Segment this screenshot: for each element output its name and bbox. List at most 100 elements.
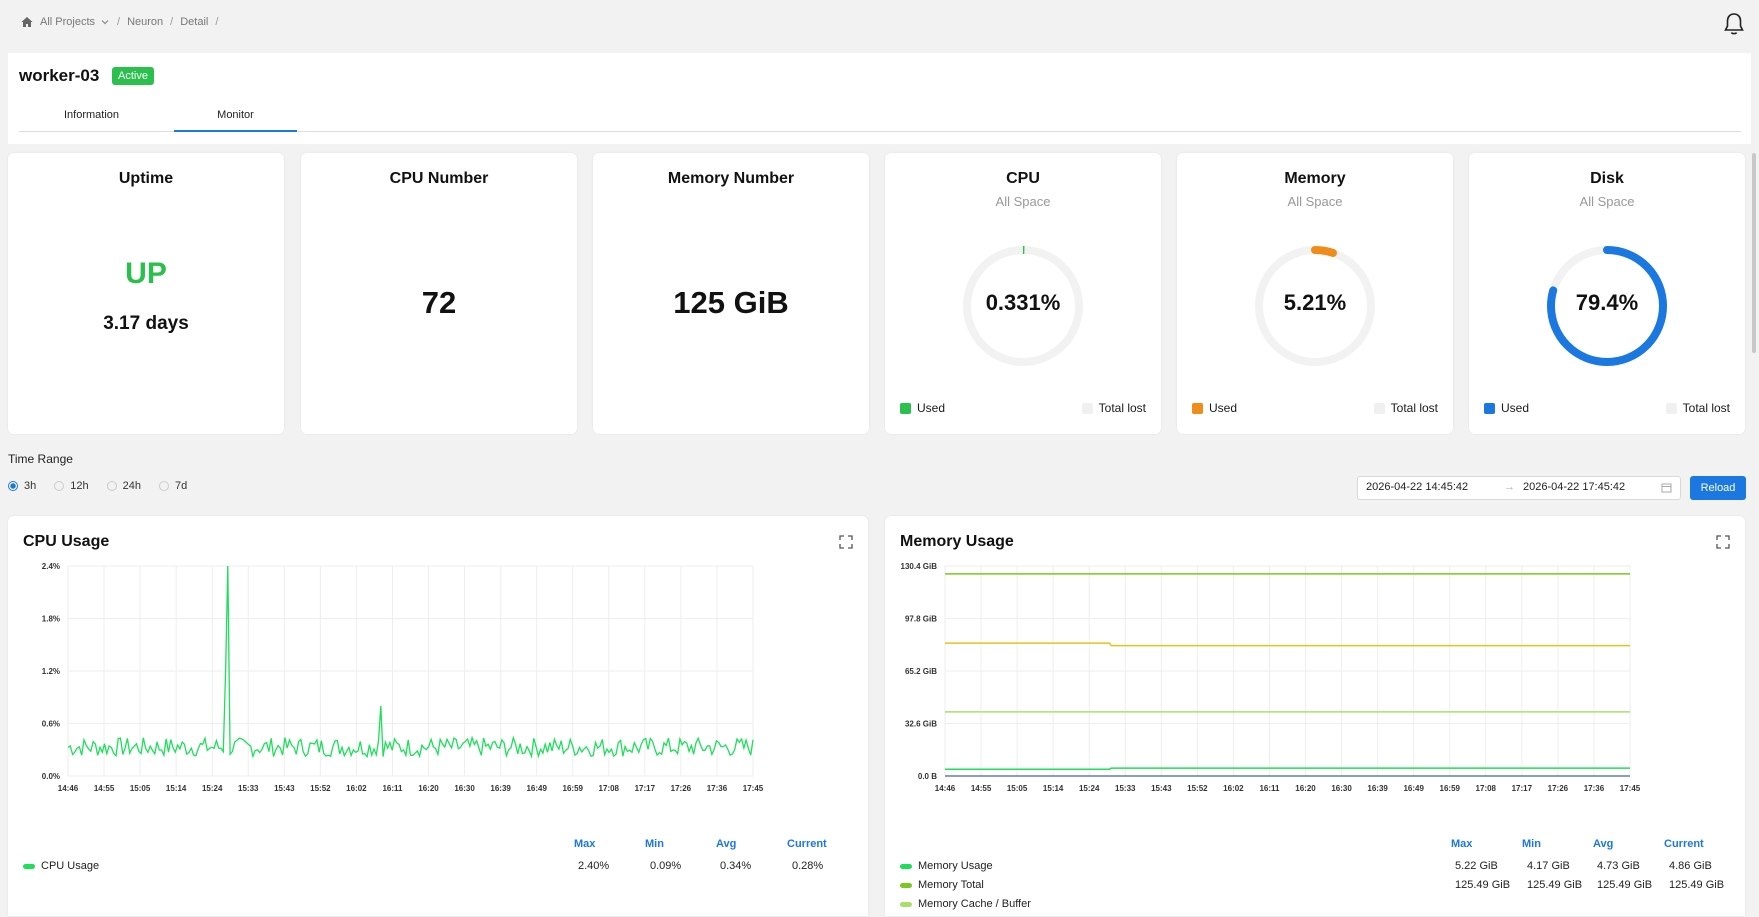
series-name: Memory Usage bbox=[918, 860, 993, 872]
mem-usage-min: 4.17 GiB bbox=[1527, 860, 1570, 872]
range-end[interactable]: 2026-04-22 17:45:42 bbox=[1523, 481, 1626, 493]
col-min: Min bbox=[645, 838, 664, 850]
col-current: Current bbox=[787, 838, 827, 850]
disk-gauge bbox=[1547, 246, 1667, 366]
disk-gauge-title: Disk bbox=[1590, 170, 1624, 187]
range-start[interactable]: 2026-04-22 14:45:42 bbox=[1366, 481, 1469, 493]
home-icon[interactable] bbox=[20, 15, 34, 29]
radio-3h[interactable]: 3h bbox=[8, 480, 36, 492]
cpu-min: 0.09% bbox=[650, 860, 682, 872]
tab-bar: Information Monitor bbox=[19, 105, 1741, 132]
expand-icon[interactable] bbox=[839, 535, 853, 549]
breadcrumb-neuron[interactable]: Neuron bbox=[127, 16, 164, 28]
x-tick-label: 14:55 bbox=[971, 784, 992, 793]
y-tick-label: 1.2% bbox=[42, 667, 60, 676]
uptime-card: Uptime UP 3.17 days bbox=[8, 153, 284, 434]
radio-circle bbox=[54, 481, 65, 491]
uptime-value: 3.17 days bbox=[103, 313, 189, 334]
legend-used[interactable]: Used bbox=[1192, 401, 1237, 415]
legend-total-label: Total lost bbox=[1682, 401, 1730, 415]
gauge-arc bbox=[963, 246, 1083, 366]
cpu-number-card: CPU Number 72 bbox=[301, 153, 577, 434]
breadcrumb-all-projects[interactable]: All Projects bbox=[40, 16, 96, 28]
total-lost-swatch bbox=[1665, 402, 1677, 414]
legend-used-label: Used bbox=[917, 401, 946, 415]
x-tick-label: 15:14 bbox=[166, 784, 187, 793]
series-memory-usage[interactable]: Memory Usage bbox=[900, 860, 993, 872]
memory-gauge-subtitle: All Space bbox=[1287, 194, 1343, 209]
col-max: Max bbox=[574, 838, 596, 850]
y-tick-label: 1.8% bbox=[42, 615, 60, 624]
tab-information[interactable]: Information bbox=[63, 109, 120, 121]
x-tick-label: 15:24 bbox=[1079, 784, 1100, 793]
legend-used-label: Used bbox=[1209, 401, 1238, 415]
y-tick-label: 32.6 GiB bbox=[905, 720, 937, 729]
x-tick-label: 16:11 bbox=[1259, 784, 1280, 793]
uptime-title: Uptime bbox=[118, 170, 174, 187]
expand-icon[interactable] bbox=[1716, 535, 1730, 549]
radio-label: 24h bbox=[122, 480, 141, 492]
x-tick-label: 15:52 bbox=[1187, 784, 1208, 793]
cpu-number-value: 72 bbox=[421, 285, 457, 320]
memory-usage-card: Memory Usage 14:46 14:55 15:05 15:14 15:24 15… bbox=[885, 516, 1745, 916]
legend-total-lost[interactable]: Total lost bbox=[1373, 401, 1438, 415]
gauge-arc bbox=[1255, 246, 1375, 366]
x-tick-label: 16:11 bbox=[382, 784, 403, 793]
mem-total-avg: 125.49 GiB bbox=[1597, 879, 1653, 891]
memory-gauge bbox=[1255, 246, 1375, 366]
x-tick-label: 17:45 bbox=[743, 784, 764, 793]
bell-icon[interactable] bbox=[1722, 11, 1746, 37]
series-name: CPU Usage bbox=[41, 860, 100, 872]
breadcrumb-separator: / bbox=[215, 16, 219, 28]
x-tick-label: 15:33 bbox=[238, 784, 259, 793]
radio-7d[interactable]: 7d bbox=[158, 480, 187, 492]
x-tick-label: 14:55 bbox=[94, 784, 115, 793]
x-tick-label: 17:45 bbox=[1620, 784, 1641, 793]
x-tick-label: 17:26 bbox=[1548, 784, 1569, 793]
series-swatch bbox=[900, 901, 912, 907]
cpu-gauge-value: 0.331% bbox=[985, 290, 1061, 315]
series-memory-total[interactable]: Memory Total bbox=[900, 879, 984, 891]
legend-used[interactable]: Used bbox=[900, 401, 945, 415]
breadcrumb: All Projects / Neuron / Detail / bbox=[20, 15, 225, 29]
col-max: Max bbox=[1451, 838, 1473, 850]
x-tick-label: 16:49 bbox=[1403, 784, 1424, 793]
radio-12h[interactable]: 12h bbox=[54, 480, 89, 492]
series-cpu-usage[interactable]: CPU Usage bbox=[23, 860, 99, 872]
used-swatch bbox=[1484, 402, 1495, 414]
mem-usage-current: 4.86 GiB bbox=[1669, 860, 1712, 872]
legend-total-label: Total lost bbox=[1098, 401, 1146, 415]
x-tick-label: 16:20 bbox=[1295, 784, 1316, 793]
series-name: Memory Cache / Buffer bbox=[918, 898, 1031, 910]
time-range-label: Time Range bbox=[8, 452, 73, 466]
series-swatch bbox=[900, 882, 912, 888]
uptime-status: UP bbox=[125, 257, 167, 290]
disk-gauge-value: 79.4% bbox=[1575, 290, 1639, 315]
x-tick-label: 17:36 bbox=[1584, 784, 1605, 793]
date-range-picker[interactable]: 2026-04-22 14:45:42 → 2026-04-22 17:45:4… bbox=[1357, 476, 1681, 500]
legend-used[interactable]: Used bbox=[1484, 401, 1529, 415]
y-tick-label: 0.6% bbox=[42, 720, 60, 729]
tab-monitor[interactable]: Monitor bbox=[174, 105, 297, 132]
memory-number-card: Memory Number 125 GiB bbox=[593, 153, 869, 434]
legend-total-lost[interactable]: Total lost bbox=[1081, 401, 1146, 415]
chevron-down-icon[interactable] bbox=[100, 17, 110, 27]
scrollbar[interactable] bbox=[1752, 153, 1756, 353]
series-swatch bbox=[900, 863, 912, 869]
y-tick-label: 0.0% bbox=[42, 772, 60, 781]
x-tick-label: 17:17 bbox=[1512, 784, 1533, 793]
cpu-chart-title: CPU Usage bbox=[23, 533, 110, 550]
x-tick-label: 16:02 bbox=[1223, 784, 1244, 793]
cpu-max: 2.40% bbox=[578, 860, 610, 872]
x-tick-label: 17:17 bbox=[635, 784, 656, 793]
legend-total-lost[interactable]: Total lost bbox=[1665, 401, 1730, 415]
x-tick-label: 15:43 bbox=[1151, 784, 1172, 793]
radio-circle bbox=[158, 481, 169, 491]
series-memory-cache[interactable]: Memory Cache / Buffer bbox=[900, 898, 1031, 910]
status-badge: Active bbox=[112, 67, 154, 85]
cpu-usage-card: CPU Usage 14:46 14:55 15:05 15:14 15:24 15:33… bbox=[8, 516, 868, 916]
radio-24h[interactable]: 24h bbox=[106, 480, 141, 492]
x-tick-label: 15:33 bbox=[1115, 784, 1136, 793]
reload-button[interactable]: Reload bbox=[1690, 476, 1746, 500]
x-tick-label: 16:30 bbox=[454, 784, 475, 793]
